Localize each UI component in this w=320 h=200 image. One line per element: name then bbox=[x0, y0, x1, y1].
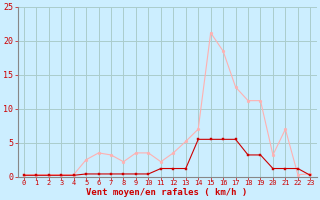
X-axis label: Vent moyen/en rafales ( km/h ): Vent moyen/en rafales ( km/h ) bbox=[86, 188, 248, 197]
